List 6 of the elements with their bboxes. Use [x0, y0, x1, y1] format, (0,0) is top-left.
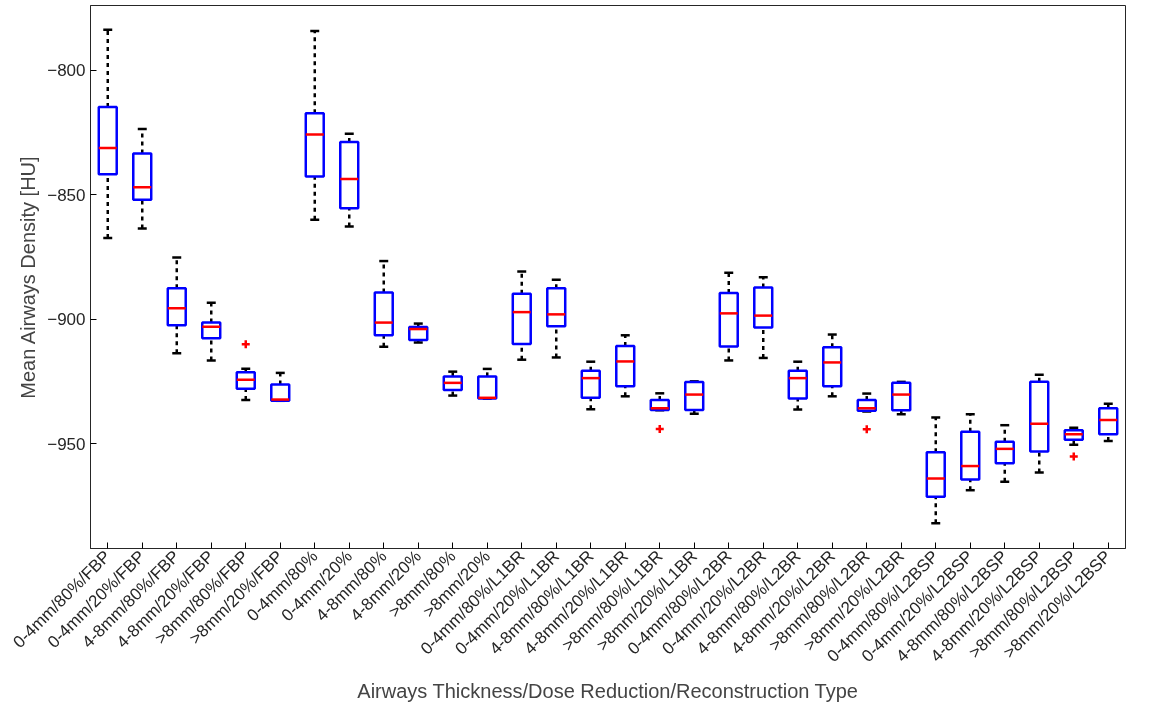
x-axis-title: Airways Thickness/Dose Reduction/Reconstruction Type	[357, 680, 858, 703]
y-axis-title: Mean Airways Density [HU]	[17, 156, 40, 399]
y-tick-label: −950	[47, 434, 86, 454]
y-tick-label: −800	[47, 61, 86, 81]
y-tick-label: −900	[47, 310, 86, 330]
y-tick-label: −850	[47, 185, 86, 205]
